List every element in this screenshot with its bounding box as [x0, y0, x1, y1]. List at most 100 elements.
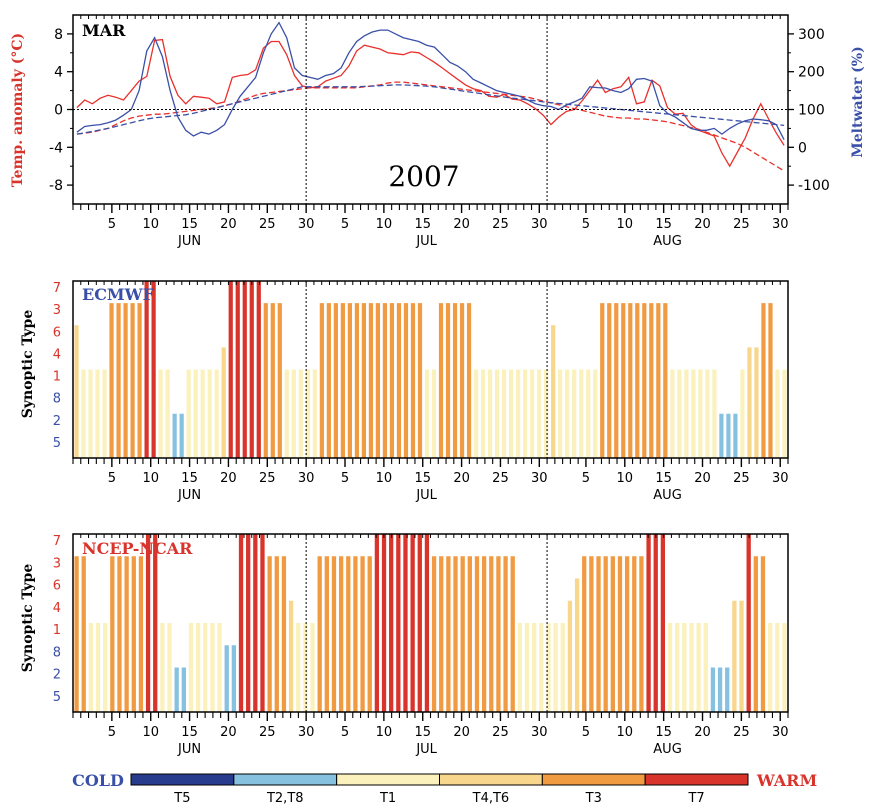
bar	[670, 369, 675, 458]
bar	[319, 303, 324, 459]
bar	[116, 303, 121, 459]
legend-label: T7	[687, 791, 704, 806]
bar	[572, 369, 577, 458]
bar	[439, 556, 444, 712]
bar	[360, 556, 365, 712]
bar	[489, 556, 494, 712]
bar	[546, 623, 551, 712]
bar	[496, 556, 501, 712]
y-axis-label-meltwater: Meltwater (%)	[850, 46, 866, 158]
bar	[775, 369, 780, 458]
bar	[682, 623, 687, 712]
bar	[481, 556, 487, 712]
x-tick-label: 15	[655, 217, 672, 232]
bar	[109, 303, 114, 459]
bar	[346, 556, 351, 712]
x-tick-label: 30	[298, 471, 315, 486]
bar	[474, 556, 480, 712]
bar	[696, 623, 701, 712]
ncep-bars	[74, 534, 787, 712]
bar	[298, 369, 303, 458]
bar	[410, 303, 416, 459]
x-tick-label: 30	[772, 471, 789, 486]
x-tick-label: 5	[582, 217, 590, 232]
bar	[338, 556, 344, 712]
bar	[446, 556, 451, 712]
bar	[375, 303, 381, 459]
bar	[705, 369, 710, 458]
bar	[589, 556, 594, 712]
month-label: AUG	[653, 742, 681, 757]
bar	[761, 303, 766, 459]
bar	[621, 303, 626, 459]
bar	[753, 556, 758, 712]
bar	[614, 303, 619, 459]
month-separator-lines	[305, 281, 548, 458]
bar	[270, 303, 275, 459]
bar	[732, 600, 737, 712]
bar	[117, 556, 122, 712]
x-tick-label: 25	[259, 725, 276, 740]
bar	[151, 281, 156, 458]
x-tick-label: 10	[376, 725, 393, 740]
legend-label: T2,T8	[266, 791, 304, 806]
bar	[179, 413, 184, 458]
mar-series-group	[76, 21, 785, 172]
bar	[145, 534, 151, 712]
bar	[200, 369, 205, 458]
bar	[467, 556, 472, 712]
panel-label-mar: MAR	[82, 21, 126, 40]
y-tick-label: 2	[53, 414, 61, 429]
bar	[389, 303, 395, 459]
x-tick-label: 20	[694, 725, 711, 740]
x-tick-label: 30	[531, 725, 548, 740]
bar	[675, 623, 680, 712]
bar	[417, 534, 422, 712]
bar	[263, 303, 268, 459]
legend-swatch	[130, 773, 235, 786]
bar	[607, 303, 612, 459]
bar	[389, 534, 394, 712]
bar	[746, 534, 751, 712]
y-axis-label-synoptic-ecmwf: Synoptic Type	[20, 310, 36, 419]
bar	[340, 303, 345, 459]
bar	[224, 645, 229, 712]
bar	[110, 556, 115, 712]
bar	[368, 303, 374, 459]
legend-swatch	[336, 773, 440, 786]
y-tick-label: 6	[53, 579, 61, 594]
bar	[277, 303, 282, 459]
bar	[102, 369, 107, 458]
legend-label: T3	[585, 791, 602, 806]
bar	[453, 556, 458, 712]
bar	[596, 556, 601, 712]
panel-label-ecmwf: ECMWF	[82, 285, 155, 304]
bar	[347, 303, 352, 459]
x-tick-label: 20	[453, 471, 470, 486]
bar	[288, 600, 294, 712]
bar	[632, 556, 637, 712]
x-tick-label: 10	[617, 471, 634, 486]
x-tick-label: 15	[414, 725, 431, 740]
x-tick-label: 10	[142, 471, 159, 486]
bar	[523, 369, 528, 458]
y-tick-label: 7	[53, 281, 61, 296]
y-tick-label: 1	[53, 623, 61, 638]
bar	[624, 556, 630, 712]
bar	[124, 556, 129, 712]
x-tick-label: 30	[298, 217, 315, 232]
x-tick-label: 15	[655, 725, 672, 740]
y-tick-label: 4	[53, 347, 61, 362]
y-axis-label-synoptic-ncep: Synoptic Type	[20, 564, 36, 673]
mar-line-panel: 5 10 15 20 25 30 5 10 15 20 25 30 5 10 15 20 25 30 JUN JUL A…	[10, 14, 866, 249]
y-tick-label: 2	[53, 668, 61, 683]
bar	[431, 369, 437, 458]
y-tick-label-right: 100	[798, 103, 825, 119]
bar	[324, 556, 329, 712]
panel-label-ncep: NCEP-NCAR	[82, 539, 193, 558]
month-separator-lines	[305, 15, 548, 204]
bar	[656, 303, 661, 459]
x-tick-label: 30	[772, 725, 789, 740]
